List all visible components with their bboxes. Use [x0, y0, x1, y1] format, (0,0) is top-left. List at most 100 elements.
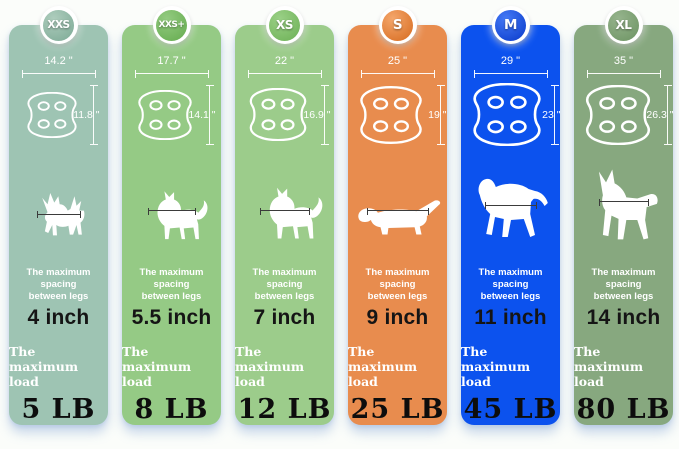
dog-figure: [348, 163, 447, 249]
size-badge-label: S: [392, 17, 403, 33]
size-badge-circle: XS: [269, 9, 300, 41]
size-column-card: XXS 14.2 " 11.8 " The maximu: [9, 6, 108, 425]
width-dimension-label: 35 ": [613, 55, 634, 67]
harness-outline-icon: [249, 88, 306, 142]
dog-back-measure-line: [598, 198, 649, 206]
size-badge-label: XXS: [47, 19, 70, 31]
load-value: 45 LB: [463, 394, 558, 425]
size-badge: XXS+: [152, 6, 191, 44]
load-title: The maximum load: [574, 344, 644, 389]
size-badge-circle: XL: [608, 9, 639, 41]
size-column-card: XL 35 " 26.3 " The maximum s: [574, 6, 674, 425]
small-dog-curled-tail-silhouette: [269, 187, 322, 239]
load-title: The maximum load: [348, 344, 418, 389]
width-dimension-line: [360, 70, 435, 79]
size-badge: XXS: [39, 6, 78, 44]
harness-figure: 26.3 ": [576, 83, 674, 146]
height-dimension-line: [663, 85, 672, 145]
harness-outline-icon: [26, 91, 77, 138]
height-dimension-line: [205, 85, 214, 145]
load-value: 80 LB: [576, 394, 671, 425]
column-content: 14.2 " 11.8 " The maximum spacing betwee…: [9, 25, 108, 425]
load-title: The maximum load: [122, 344, 192, 389]
width-dimension-line: [134, 70, 209, 79]
spacing-value: 14 inch: [586, 306, 661, 329]
harness-outline-icon: [137, 89, 192, 140]
dog-figure: [235, 163, 334, 249]
size-badge-circle: XXS: [43, 9, 74, 41]
load-value: 25 LB: [350, 394, 445, 425]
dachshund-silhouette: [357, 200, 440, 235]
height-dimension-line: [436, 85, 445, 145]
size-column-card: XS 22 " 16.9 " The maximum s: [235, 6, 334, 425]
harness-outline-icon: [359, 85, 422, 144]
size-badge-label: XXS+: [158, 20, 185, 30]
harness-figure: 11.8 ": [20, 83, 100, 146]
harness-outline-icon: [472, 83, 541, 147]
spacing-value: 7 inch: [253, 306, 316, 329]
width-dimension-label: 22 ": [274, 55, 295, 67]
size-badge-circle: M: [495, 9, 526, 41]
height-dimension-line: [320, 85, 329, 145]
load-title: The maximum load: [9, 344, 79, 389]
width-dimension-label: 29 ": [500, 55, 521, 67]
spacing-value: 4 inch: [27, 306, 90, 329]
column-content: 22 " 16.9 " The maximum spacing between …: [235, 25, 334, 425]
size-badge-label: XL: [615, 18, 632, 32]
size-badge-label: M: [504, 17, 517, 33]
dog-back-measure-line: [484, 202, 537, 210]
harness-figure: 23 ": [463, 83, 561, 147]
height-dimension-label: 19 ": [428, 108, 447, 121]
load-value: 5 LB: [21, 394, 96, 425]
spitz-curled-tail-silhouette: [156, 191, 208, 240]
spacing-value: 11 inch: [474, 306, 547, 329]
spacing-title: The maximum spacing between legs: [26, 267, 91, 302]
width-dimension-line: [21, 70, 96, 79]
load-value: 12 LB: [237, 394, 332, 425]
size-column-card: M 29 " 23 " The maximum spac: [461, 6, 561, 425]
dog-figure: [122, 163, 221, 249]
dog-figure: [9, 163, 108, 249]
height-dimension-line: [550, 85, 559, 145]
size-column-card: XXS+ 17.7 " 14.1 " The maxim: [122, 6, 221, 425]
size-badge-label: XS: [276, 18, 293, 32]
size-badge: M: [491, 6, 530, 44]
dog-back-measure-line: [147, 207, 196, 215]
harness-outline-icon: [585, 84, 650, 145]
size-badge-circle: S: [382, 9, 413, 41]
spacing-title: The maximum spacing between legs: [591, 267, 656, 302]
size-badge: XS: [265, 6, 304, 44]
height-dimension-label: 26.3 ": [646, 108, 674, 121]
column-content: 29 " 23 " The maximum spacing between le…: [461, 25, 561, 425]
width-dimension-label: 17.7 ": [157, 55, 186, 67]
column-content: 25 " 19 " The maximum spacing between le…: [348, 25, 447, 425]
width-dimension-line: [247, 70, 322, 79]
dog-figure: [574, 163, 673, 249]
pointer-dog-silhouette: [478, 178, 548, 237]
width-dimension-label: 14.2 ": [44, 55, 73, 67]
spacing-title: The maximum spacing between legs: [252, 267, 317, 302]
doberman-silhouette: [598, 169, 658, 240]
width-dimension-label: 25 ": [387, 55, 408, 67]
spacing-value: 9 inch: [366, 306, 429, 329]
height-dimension-label: 11.8 ": [73, 108, 100, 121]
height-dimension-label: 23 ": [542, 108, 561, 121]
spacing-value: 5.5 inch: [131, 306, 212, 329]
harness-figure: 19 ": [351, 83, 447, 146]
height-dimension-label: 14.1 ": [188, 108, 216, 121]
column-content: 17.7 " 14.1 " The maximum spacing betwee…: [122, 25, 221, 425]
size-badge: XL: [604, 6, 643, 44]
dog-back-measure-line: [36, 210, 81, 218]
harness-figure: 16.9 ": [241, 83, 331, 146]
load-value: 8 LB: [134, 394, 209, 425]
width-dimension-line: [473, 70, 548, 79]
size-badge: S: [378, 6, 417, 44]
width-dimension-line: [586, 70, 661, 79]
height-dimension-line: [89, 85, 98, 145]
dog-back-measure-line: [259, 207, 310, 215]
spacing-title: The maximum spacing between legs: [478, 267, 543, 302]
harness-figure: 14.1 ": [130, 83, 216, 146]
dog-back-measure-line: [366, 207, 429, 215]
size-column-card: S 25 " 19 " The maximum spac: [348, 6, 447, 425]
